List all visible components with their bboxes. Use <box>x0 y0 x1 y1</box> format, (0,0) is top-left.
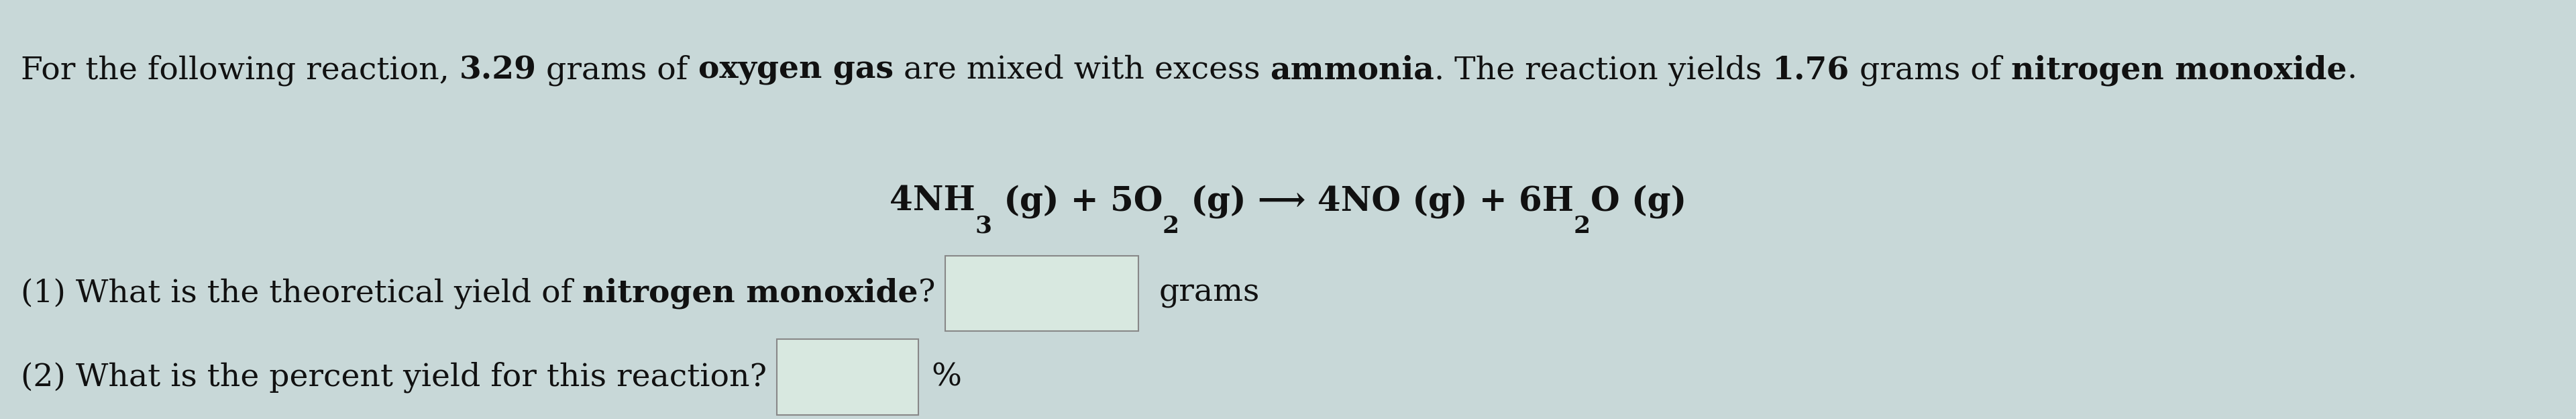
Text: 2: 2 <box>1162 215 1180 238</box>
Text: grams of: grams of <box>536 54 698 86</box>
Text: grams: grams <box>1159 278 1260 308</box>
Text: (g) + 5O: (g) + 5O <box>992 184 1162 218</box>
Text: (1) What is the theoretical yield of: (1) What is the theoretical yield of <box>21 278 582 309</box>
Text: 1.76: 1.76 <box>1772 54 1850 85</box>
Text: 3.29: 3.29 <box>459 54 536 85</box>
Text: are mixed with excess: are mixed with excess <box>894 54 1270 85</box>
Text: .: . <box>2347 54 2357 85</box>
FancyBboxPatch shape <box>945 256 1139 331</box>
Text: nitrogen monoxide: nitrogen monoxide <box>582 278 917 309</box>
Text: ?: ? <box>917 278 935 308</box>
Text: grams of: grams of <box>1850 54 2012 86</box>
Text: 2: 2 <box>1574 215 1589 238</box>
Text: . The reaction yields: . The reaction yields <box>1435 54 1772 86</box>
Text: O (g): O (g) <box>1589 184 1687 218</box>
Text: 3: 3 <box>974 215 992 238</box>
Text: ammonia: ammonia <box>1270 54 1435 85</box>
Text: 4NH: 4NH <box>889 185 974 217</box>
Text: (2) What is the percent yield for this reaction?: (2) What is the percent yield for this r… <box>21 362 768 393</box>
Text: (g) ⟶ 4NO (g) + 6H: (g) ⟶ 4NO (g) + 6H <box>1180 184 1574 218</box>
FancyBboxPatch shape <box>778 339 920 415</box>
Text: nitrogen monoxide: nitrogen monoxide <box>2012 54 2347 86</box>
Text: oxygen gas: oxygen gas <box>698 54 894 85</box>
Text: %: % <box>933 362 961 392</box>
Text: For the following reaction,: For the following reaction, <box>21 54 459 86</box>
